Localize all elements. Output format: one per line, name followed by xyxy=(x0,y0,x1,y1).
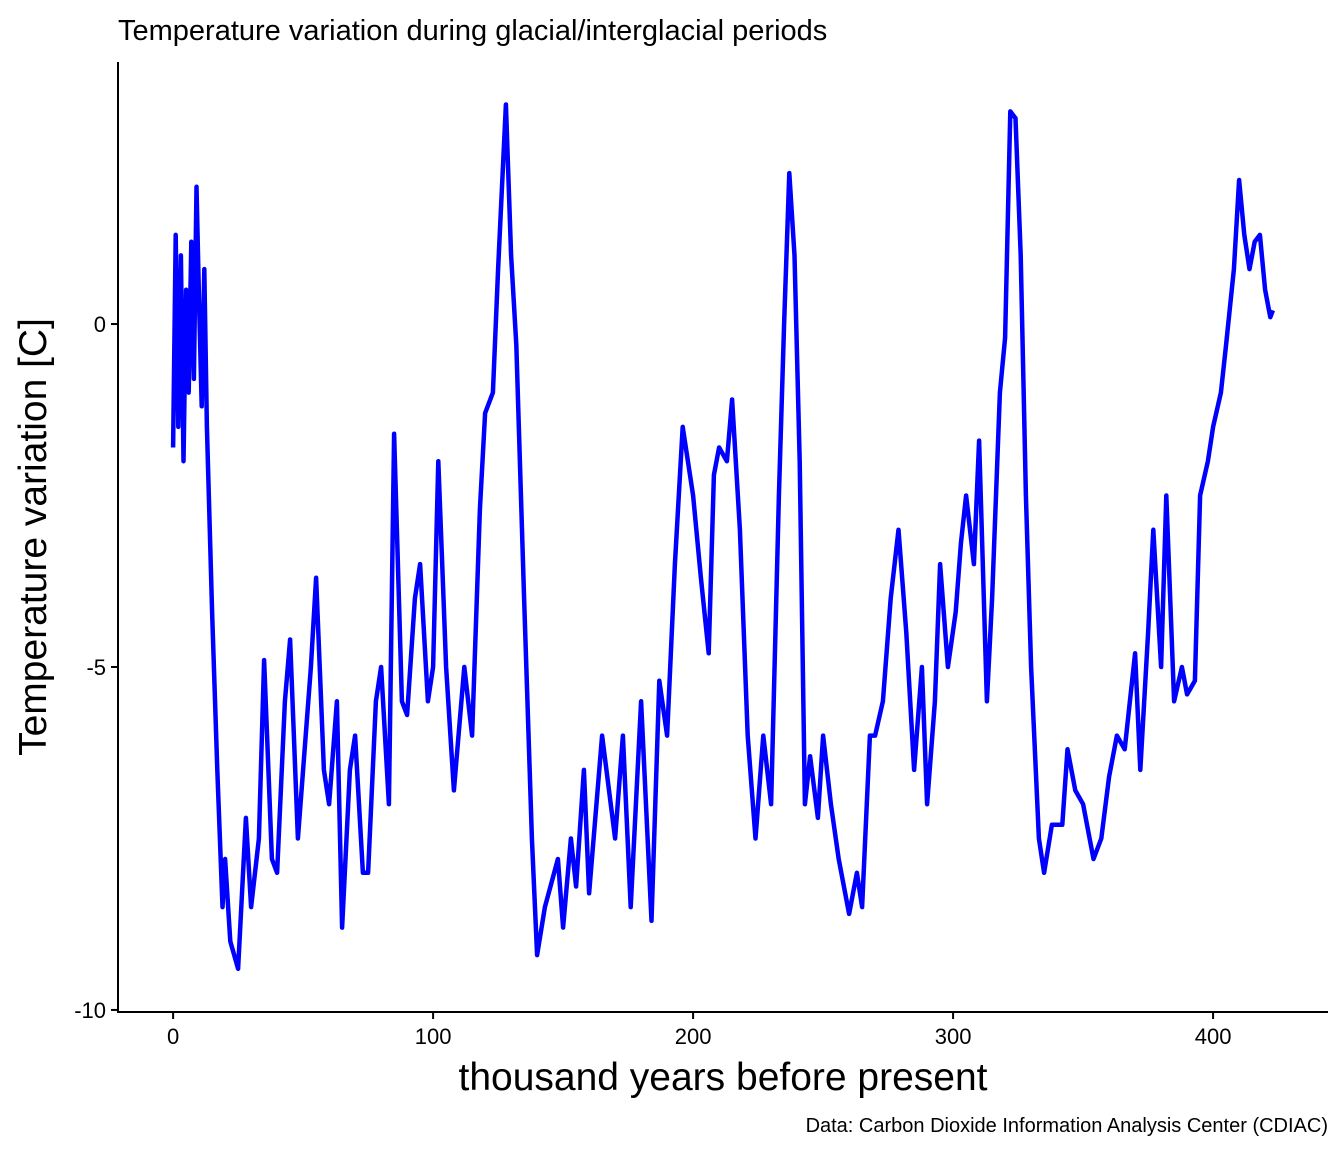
y-tick-label: 0 xyxy=(94,312,106,337)
x-tick-label: 400 xyxy=(1195,1024,1232,1049)
y-tick-label: -10 xyxy=(74,998,106,1023)
x-tick-label: 300 xyxy=(935,1024,972,1049)
x-tick-label: 0 xyxy=(167,1024,179,1049)
chart-title: Temperature variation during glacial/int… xyxy=(118,15,827,47)
x-tick-label: 100 xyxy=(415,1024,452,1049)
x-axis-title: thousand years before present xyxy=(458,1056,987,1099)
data-line xyxy=(170,102,1276,972)
y-tick-label: -5 xyxy=(86,655,106,680)
caption: Data: Carbon Dioxide Information Analysi… xyxy=(806,1115,1328,1137)
y-axis-title: Temperature variation [C] xyxy=(12,318,55,756)
x-tick-label: 200 xyxy=(675,1024,712,1049)
